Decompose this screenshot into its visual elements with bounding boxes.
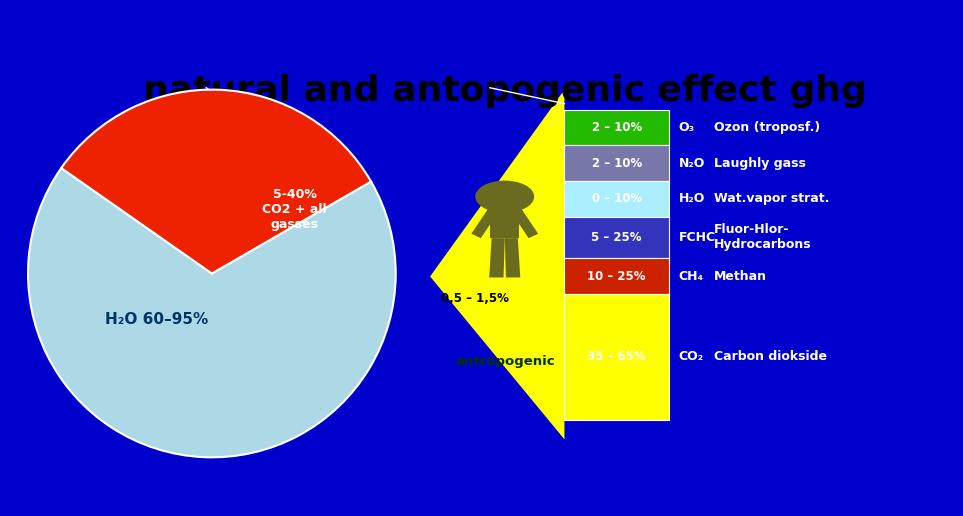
Bar <box>490 201 519 238</box>
Text: antropogenic: antropogenic <box>455 356 555 368</box>
Polygon shape <box>505 238 520 278</box>
Polygon shape <box>509 205 538 238</box>
Text: 0 – 10%: 0 – 10% <box>591 192 641 205</box>
Text: 2 – 10%: 2 – 10% <box>591 156 641 170</box>
Text: Methan: Methan <box>714 270 767 283</box>
Text: 5-40%
CO2 + all
gasses: 5-40% CO2 + all gasses <box>262 188 326 231</box>
Text: Carbon diokside: Carbon diokside <box>714 350 826 363</box>
Wedge shape <box>28 168 396 457</box>
Text: Ozon (troposf.): Ozon (troposf.) <box>714 121 820 134</box>
Text: Laughly gass: Laughly gass <box>714 156 806 170</box>
Text: H₂O: H₂O <box>679 192 705 205</box>
Text: 5 – 25%: 5 – 25% <box>591 231 642 244</box>
Bar <box>564 181 669 217</box>
Text: 35 – 65%: 35 – 65% <box>587 350 646 363</box>
Circle shape <box>476 181 534 212</box>
Text: FCHC: FCHC <box>679 231 716 244</box>
Bar <box>564 294 669 420</box>
Bar <box>564 217 669 259</box>
Text: 10 – 25%: 10 – 25% <box>587 270 646 283</box>
Text: H₂O 60–95%: H₂O 60–95% <box>105 312 208 327</box>
Text: Wat.vapor strat.: Wat.vapor strat. <box>714 192 829 205</box>
Text: N₂O: N₂O <box>679 156 705 170</box>
Text: 2 – 10%: 2 – 10% <box>591 121 641 134</box>
Wedge shape <box>62 90 371 273</box>
Polygon shape <box>430 90 564 440</box>
Bar <box>564 109 669 145</box>
Bar <box>564 259 669 294</box>
Text: Fluor-Hlor-
Hydrocarbons: Fluor-Hlor- Hydrocarbons <box>714 223 812 251</box>
Text: natural and antopogenic effect ghg: natural and antopogenic effect ghg <box>143 74 867 108</box>
Text: O₃: O₃ <box>679 121 694 134</box>
Text: CH₄: CH₄ <box>679 270 704 283</box>
Bar <box>564 145 669 181</box>
Text: 0,5 – 1,5%: 0,5 – 1,5% <box>441 292 509 305</box>
Text: CO₂: CO₂ <box>679 350 704 363</box>
Polygon shape <box>471 205 500 238</box>
Polygon shape <box>489 238 505 278</box>
